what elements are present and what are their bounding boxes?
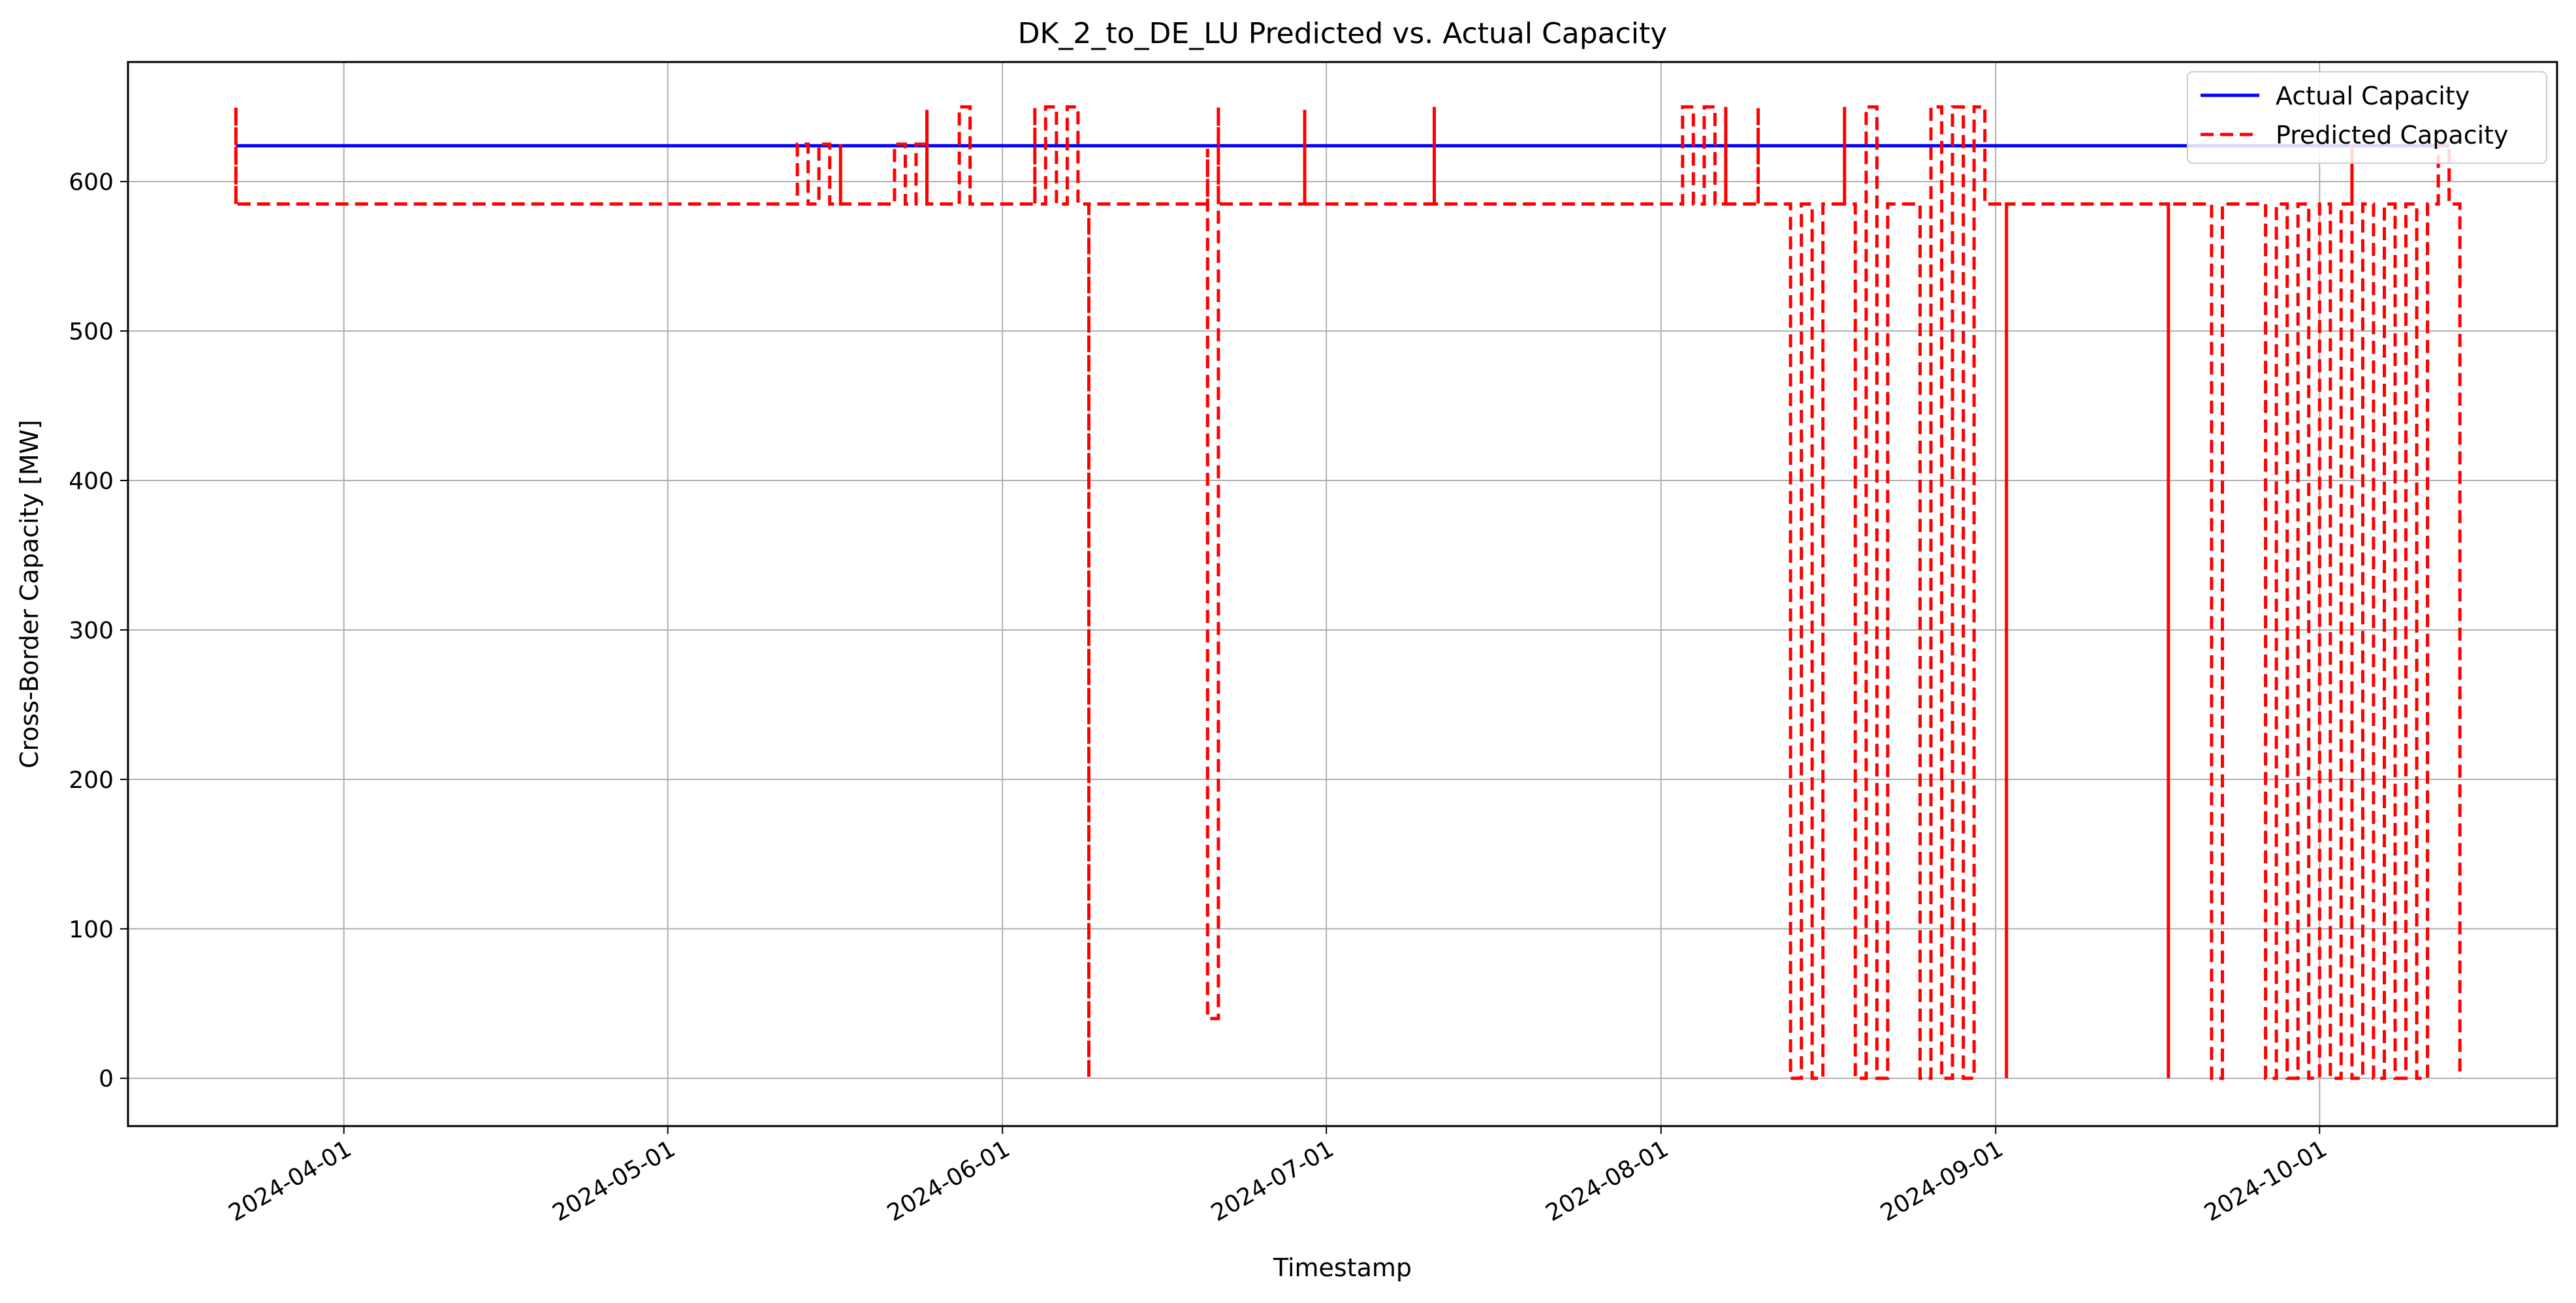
chart-title: DK_2_to_DE_LU Predicted vs. Actual Capac… bbox=[1018, 17, 1668, 50]
y-tick-label-3: 300 bbox=[69, 618, 114, 644]
y-tick-label-0: 0 bbox=[99, 1066, 114, 1093]
legend: Actual Capacity Predicted Capacity bbox=[2187, 71, 2547, 164]
series-layer bbox=[234, 105, 2462, 1080]
y-tick-label-4: 400 bbox=[69, 468, 114, 495]
legend-label-predicted: Predicted Capacity bbox=[2276, 121, 2509, 149]
x-axis-label: Timestamp bbox=[1273, 1253, 1412, 1282]
y-tick-label-1: 100 bbox=[69, 917, 114, 943]
y-tick-label-2: 200 bbox=[69, 767, 114, 794]
legend-label-actual: Actual Capacity bbox=[2276, 82, 2470, 110]
y-tick-label-5: 500 bbox=[69, 319, 114, 345]
y-tick-label-6: 600 bbox=[69, 169, 114, 196]
grid-lines bbox=[128, 62, 2557, 1126]
plot-area-frame bbox=[127, 61, 2558, 1127]
legend-box bbox=[2187, 71, 2547, 164]
y-axis-label: Cross-Border Capacity [MW] bbox=[15, 420, 44, 768]
